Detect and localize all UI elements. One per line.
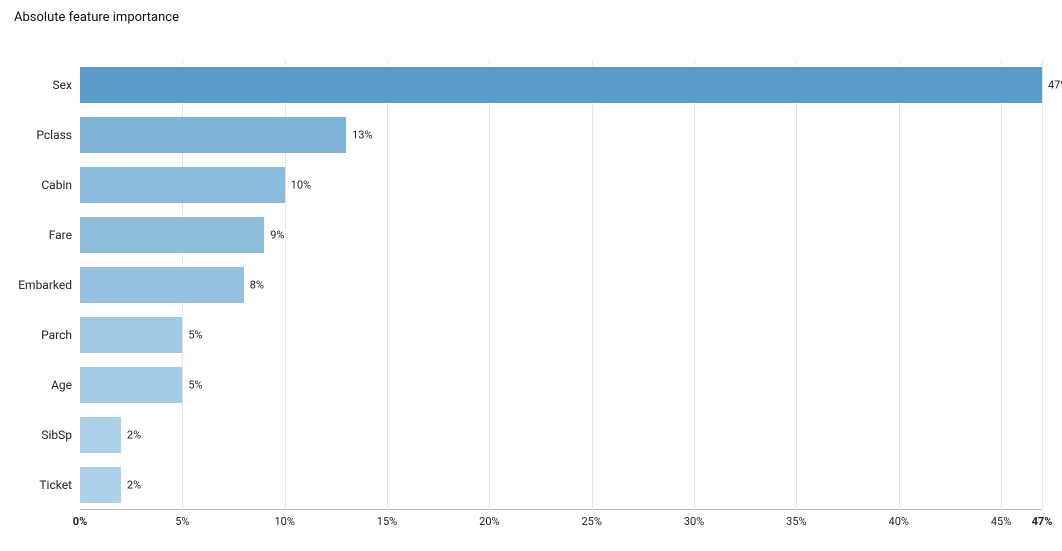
bar	[80, 117, 346, 153]
gridline	[592, 60, 593, 510]
chart-area: 0%5%10%15%20%25%30%35%40%45%47%47%13%10%…	[80, 60, 1042, 510]
y-axis-label: Cabin	[41, 178, 72, 192]
gridline	[796, 60, 797, 510]
y-axis-label: Fare	[49, 228, 72, 242]
chart-plot: Sex Pclass Cabin Fare Embarked Parch Age SibSp T…	[0, 60, 1062, 530]
gridline	[899, 60, 900, 510]
x-tick: 30%	[684, 515, 704, 528]
bar	[80, 267, 244, 303]
x-tick: 47%	[1032, 515, 1053, 528]
bar-value-label: 13%	[352, 129, 372, 142]
x-tick: 10%	[274, 515, 294, 528]
y-axis-label: Embarked	[18, 278, 72, 292]
bar-value-label: 2%	[127, 429, 141, 442]
bar-value-label: 8%	[250, 279, 264, 292]
x-tick: 35%	[786, 515, 806, 528]
y-axis-label: Age	[51, 378, 72, 392]
x-tick: 20%	[479, 515, 499, 528]
chart-title: Absolute feature importance	[14, 10, 179, 25]
bar	[80, 417, 121, 453]
bar-value-label: 5%	[188, 379, 202, 392]
x-tick: 45%	[991, 515, 1011, 528]
x-axis-baseline	[80, 509, 1042, 510]
gridline	[387, 60, 388, 510]
bar	[80, 217, 264, 253]
gridline	[1042, 60, 1043, 510]
bar	[80, 317, 182, 353]
gridline	[694, 60, 695, 510]
bar	[80, 67, 1042, 103]
y-axis-label: Ticket	[39, 478, 72, 492]
x-tick: 40%	[889, 515, 909, 528]
gridline	[1001, 60, 1002, 510]
bar-value-label: 9%	[270, 229, 284, 242]
gridline	[489, 60, 490, 510]
y-axis-label: SibSp	[41, 428, 72, 442]
x-tick: 25%	[581, 515, 601, 528]
y-axis-labels: Sex Pclass Cabin Fare Embarked Parch Age SibSp T…	[0, 60, 80, 530]
y-axis-label: Pclass	[36, 128, 72, 142]
bar-value-label: 47%	[1048, 79, 1062, 92]
bar	[80, 367, 182, 403]
x-tick: 0%	[73, 515, 87, 528]
bar-value-label: 5%	[188, 329, 202, 342]
bar	[80, 467, 121, 503]
x-tick: 5%	[175, 515, 189, 528]
bar	[80, 167, 285, 203]
bar-value-label: 2%	[127, 479, 141, 492]
y-axis-label: Sex	[53, 78, 72, 92]
bar-value-label: 10%	[291, 179, 311, 192]
y-axis-label: Parch	[41, 328, 72, 342]
x-tick: 15%	[377, 515, 397, 528]
